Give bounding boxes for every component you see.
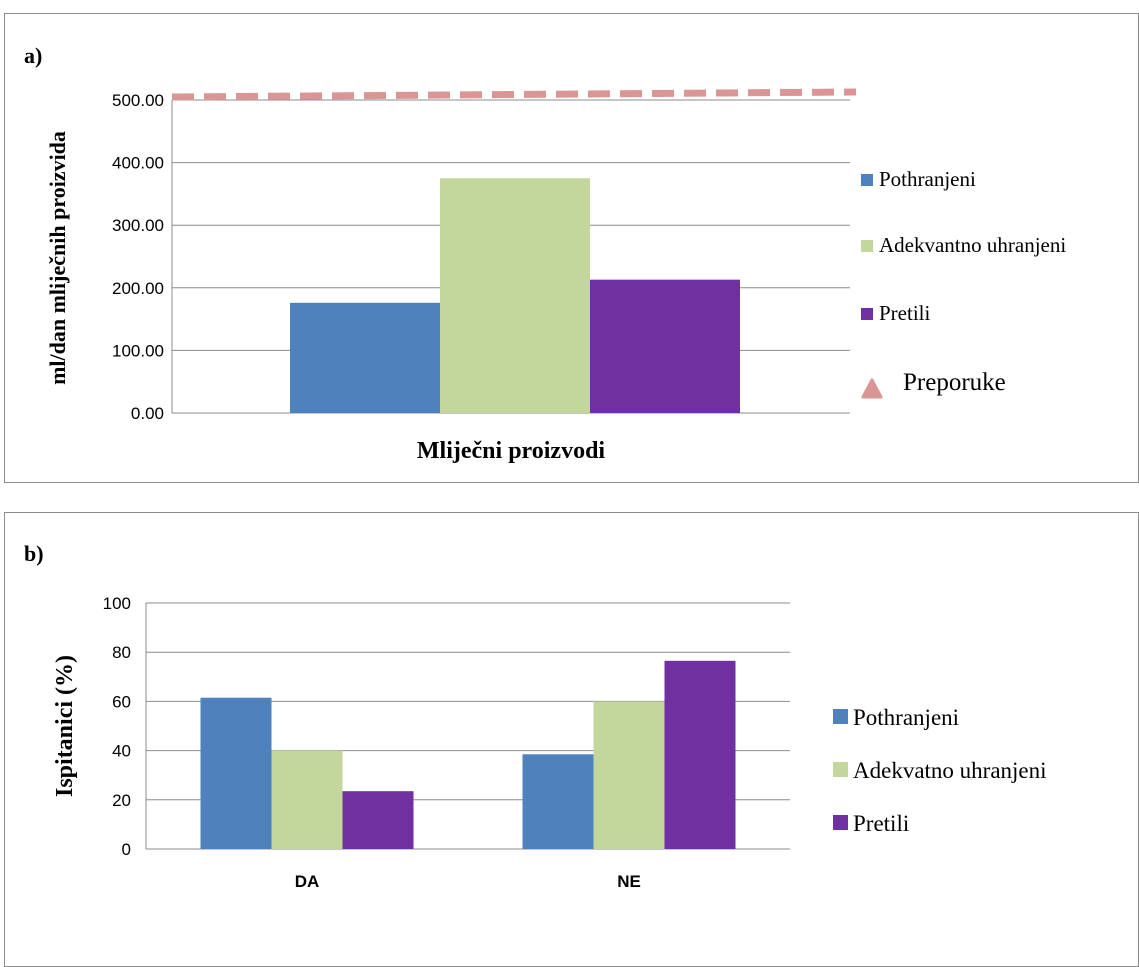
y-tick-label-a: 0.00: [131, 404, 164, 423]
bar-b-da-1: [200, 697, 272, 849]
y-tick-label-b: 80: [112, 643, 131, 662]
x-axis-title-a: Mliječni proizvodi: [417, 438, 606, 464]
x-tick-label-b: DA: [295, 872, 320, 891]
legend-swatch-a-2: [861, 240, 873, 252]
y-tick-label-a: 500.00: [112, 91, 164, 110]
y-tick-label-b: 20: [112, 791, 131, 810]
y-tick-label-b: 60: [112, 692, 131, 711]
y-tick-label-a: 400.00: [112, 154, 164, 173]
y-tick-label-a: 100.00: [112, 341, 164, 360]
bar-b-da-2: [271, 750, 343, 849]
x-tick-label-b: NE: [617, 872, 641, 891]
y-tick-label-b: 100: [103, 594, 131, 613]
chart-panel-b: [4, 512, 1139, 967]
legend-swatch-a-3: [861, 308, 873, 320]
legend-label-a-2: Adekvantno uhranjeni: [879, 233, 1066, 257]
y-tick-label-b: 40: [112, 742, 131, 761]
legend-label-a-1: Pothranjeni: [879, 167, 976, 191]
y-axis-title-b: Ispitanici (%): [52, 655, 78, 797]
legend-swatch-a-1: [861, 174, 873, 186]
legend-swatch-b-1: [833, 709, 848, 724]
legend-swatch-preporuke: [861, 378, 883, 399]
bar-a-2: [440, 178, 590, 413]
legend-label-b-2: Adekvatno uhranjeni: [853, 758, 1047, 783]
legend-label-a-3: Pretili: [879, 301, 930, 325]
reference-line-preporuke: [171, 88, 857, 101]
y-tick-label-b: 0: [122, 840, 131, 859]
legend-label-preporuke: Preporuke: [903, 369, 1006, 396]
y-axis-title-a: ml/dan mliječnih proizvida: [45, 131, 70, 385]
bar-a-1: [290, 302, 440, 413]
legend-swatch-b-2: [833, 762, 848, 777]
bar-b-ne-1: [522, 754, 594, 849]
legend-label-b-1: Pothranjeni: [853, 705, 959, 730]
bar-a-3: [590, 279, 740, 413]
panel-label-a: a): [24, 43, 42, 68]
y-tick-label-a: 200.00: [112, 279, 164, 298]
bar-b-da-3: [342, 791, 414, 849]
legend-label-b-3: Pretili: [853, 811, 909, 836]
bar-b-ne-2: [593, 701, 665, 849]
panel-label-b: b): [24, 541, 44, 566]
legend-swatch-b-3: [833, 815, 848, 830]
bar-b-ne-3: [664, 660, 736, 849]
y-tick-label-a: 300.00: [112, 216, 164, 235]
